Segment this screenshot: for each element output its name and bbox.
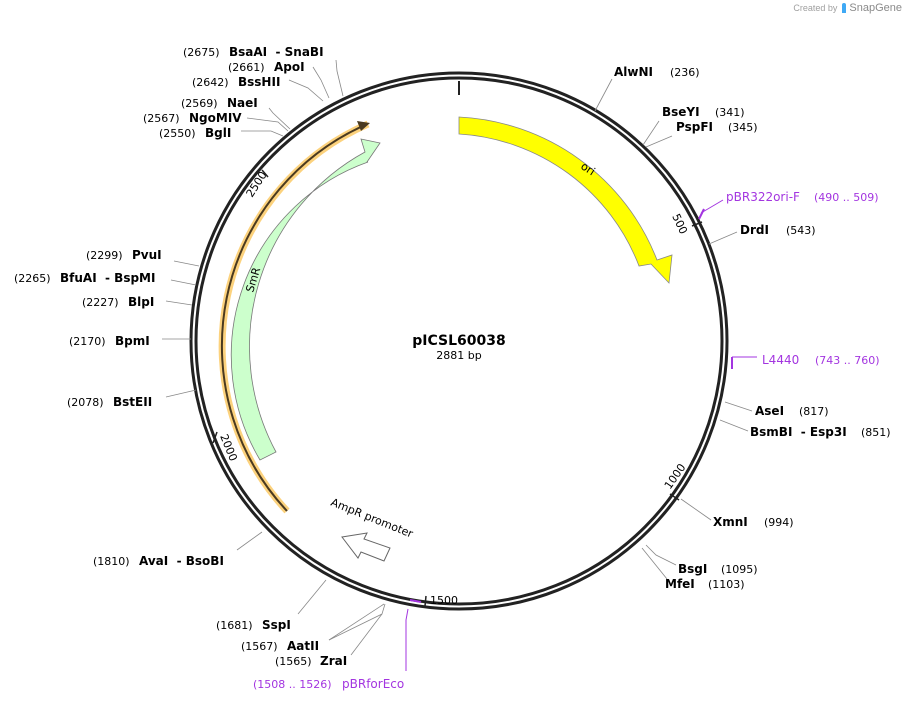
enzyme-labels: AlwNI (236) BseYI (341) PspFI (345) DrdI (54… — [14, 45, 891, 668]
svg-text:(817): (817) — [799, 405, 829, 418]
svg-text:(2265): (2265) — [14, 272, 51, 285]
feature-label-ampr-promoter: AmpR promoter — [329, 496, 415, 541]
svg-text:DrdI: DrdI — [740, 223, 769, 237]
svg-text:(1567): (1567) — [241, 640, 278, 653]
svg-text:PspFI: PspFI — [676, 120, 713, 134]
svg-text:(2642): (2642) — [192, 76, 229, 89]
svg-text:pBRforEco: pBRforEco — [342, 677, 404, 691]
svg-text:(490 .. 509): (490 .. 509) — [814, 191, 879, 204]
svg-text:BsmBI - Esp3I: BsmBI - Esp3I — [750, 425, 847, 439]
snapgene-logo-icon — [842, 3, 847, 13]
enzyme-bsteii[interactable]: (2078) BstEII — [67, 395, 152, 409]
svg-text:(1508 .. 1526): (1508 .. 1526) — [253, 678, 332, 691]
plasmid-name: pICSL60038 — [412, 333, 505, 349]
svg-text:(1565): (1565) — [275, 655, 312, 668]
svg-text:AvaI - BsoBI: AvaI - BsoBI — [139, 554, 224, 568]
enzyme-xmni[interactable]: XmnI (994) — [713, 515, 794, 529]
enzyme-ngomiv[interactable]: (2567) NgoMIV — [143, 111, 242, 125]
plasmid-length: 2881 bp — [436, 349, 481, 362]
svg-text:XmnI: XmnI — [713, 515, 748, 529]
credit-brand: SnapGene — [849, 2, 902, 14]
svg-text:NgoMIV: NgoMIV — [189, 111, 242, 125]
enzyme-blpi[interactable]: (2227) BlpI — [82, 295, 154, 309]
enzyme-asei[interactable]: AseI (817) — [755, 404, 829, 418]
enzyme-bgli[interactable]: (2550) BglI — [159, 126, 231, 140]
enzyme-aatii[interactable]: (1567) AatII — [241, 639, 319, 653]
svg-text:(743 .. 760): (743 .. 760) — [815, 354, 880, 367]
svg-text:BstEII: BstEII — [113, 395, 152, 409]
enzyme-naei[interactable]: (2569) NaeI — [181, 96, 258, 110]
svg-text:AseI: AseI — [755, 404, 784, 418]
enzyme-bseyi[interactable]: BseYI (341) — [662, 105, 745, 119]
svg-text:(2661): (2661) — [228, 61, 265, 74]
svg-text:1500: 1500 — [430, 594, 458, 607]
svg-text:(2675): (2675) — [183, 46, 220, 59]
svg-text:BfuAI - BspMI: BfuAI - BspMI — [60, 271, 155, 285]
enzyme-pvui[interactable]: (2299) PvuI — [86, 248, 162, 262]
svg-text:(1810): (1810) — [93, 555, 130, 568]
enzyme-zrai[interactable]: (1565) ZraI — [275, 654, 347, 668]
svg-text:(345): (345) — [728, 121, 758, 134]
svg-text:MfeI: MfeI — [665, 577, 695, 591]
svg-text:(341): (341) — [715, 106, 745, 119]
svg-text:(2227): (2227) — [82, 296, 119, 309]
orf-arc — [218, 120, 370, 514]
svg-text:(1095): (1095) — [721, 563, 758, 576]
svg-text:BlpI: BlpI — [128, 295, 154, 309]
svg-text:(2299): (2299) — [86, 249, 123, 262]
svg-text:BsaAI - SnaBI: BsaAI - SnaBI — [229, 45, 324, 59]
svg-text:(2550): (2550) — [159, 127, 196, 140]
snapgene-credit: Created by SnapGene — [793, 2, 902, 14]
enzyme-sspi[interactable]: (1681) SspI — [216, 618, 291, 632]
svg-text:(1103): (1103) — [708, 578, 745, 591]
primer-pbr322ori-f[interactable]: pBR322ori-F (490 .. 509) — [698, 190, 879, 220]
svg-text:(851): (851) — [861, 426, 891, 439]
svg-text:BssHII: BssHII — [238, 75, 280, 89]
svg-text:AlwNI: AlwNI — [614, 65, 653, 79]
svg-text:(2078): (2078) — [67, 396, 104, 409]
svg-text:L4440: L4440 — [762, 353, 799, 367]
feature-ampr-promoter[interactable]: AmpR promoter — [329, 496, 415, 562]
credit-prefix: Created by — [793, 3, 838, 13]
svg-text:(236): (236) — [670, 66, 700, 79]
svg-text:ApoI: ApoI — [274, 60, 305, 74]
enzyme-bsgi[interactable]: BsgI (1095) — [678, 562, 758, 576]
enzyme-apoi[interactable]: (2661) ApoI — [228, 60, 305, 74]
feature-label-smr: SmR — [243, 266, 263, 294]
svg-text:BglI: BglI — [205, 126, 231, 140]
svg-text:500: 500 — [669, 212, 690, 237]
backbone — [189, 71, 729, 611]
svg-text:SspI: SspI — [262, 618, 291, 632]
svg-text:(1681): (1681) — [216, 619, 253, 632]
svg-text:PvuI: PvuI — [132, 248, 162, 262]
enzyme-bfuai-bspmi[interactable]: (2265) BfuAI - BspMI — [14, 271, 155, 285]
svg-text:AatII: AatII — [287, 639, 319, 653]
svg-text:(543): (543) — [786, 224, 816, 237]
svg-text:NaeI: NaeI — [227, 96, 258, 110]
svg-text:(2567): (2567) — [143, 112, 180, 125]
svg-text:(2170): (2170) — [69, 335, 106, 348]
enzyme-drdi[interactable]: DrdI (543) — [740, 223, 816, 237]
svg-text:pBR322ori-F: pBR322ori-F — [726, 190, 800, 204]
enzyme-bsaai-snabi[interactable]: (2675) BsaAI - SnaBI — [183, 45, 324, 59]
svg-text:BsgI: BsgI — [678, 562, 707, 576]
svg-text:(2569): (2569) — [181, 97, 218, 110]
enzyme-leaders — [162, 59, 753, 656]
enzyme-bsmbi-esp3i[interactable]: BsmBI - Esp3I (851) — [750, 425, 891, 439]
svg-text:BseYI: BseYI — [662, 105, 700, 119]
feature-ori[interactable]: ori — [458, 116, 673, 284]
enzyme-alwni[interactable]: AlwNI (236) — [614, 65, 700, 79]
enzyme-bsshii[interactable]: (2642) BssHII — [192, 75, 280, 89]
svg-text:ZraI: ZraI — [320, 654, 347, 668]
primer-pbrforeco[interactable]: (1508 .. 1526) pBRforEco — [253, 599, 422, 691]
svg-text:BpmI: BpmI — [115, 334, 150, 348]
enzyme-pspfi[interactable]: PspFI (345) — [676, 120, 758, 134]
svg-text:(994): (994) — [764, 516, 794, 529]
enzyme-avai-bsobi[interactable]: (1810) AvaI - BsoBI — [93, 554, 224, 568]
enzyme-bpmi[interactable]: (2170) BpmI — [69, 334, 150, 348]
primer-l4440[interactable]: L4440 (743 .. 760) — [731, 353, 880, 369]
enzyme-mfei[interactable]: MfeI (1103) — [665, 577, 745, 591]
